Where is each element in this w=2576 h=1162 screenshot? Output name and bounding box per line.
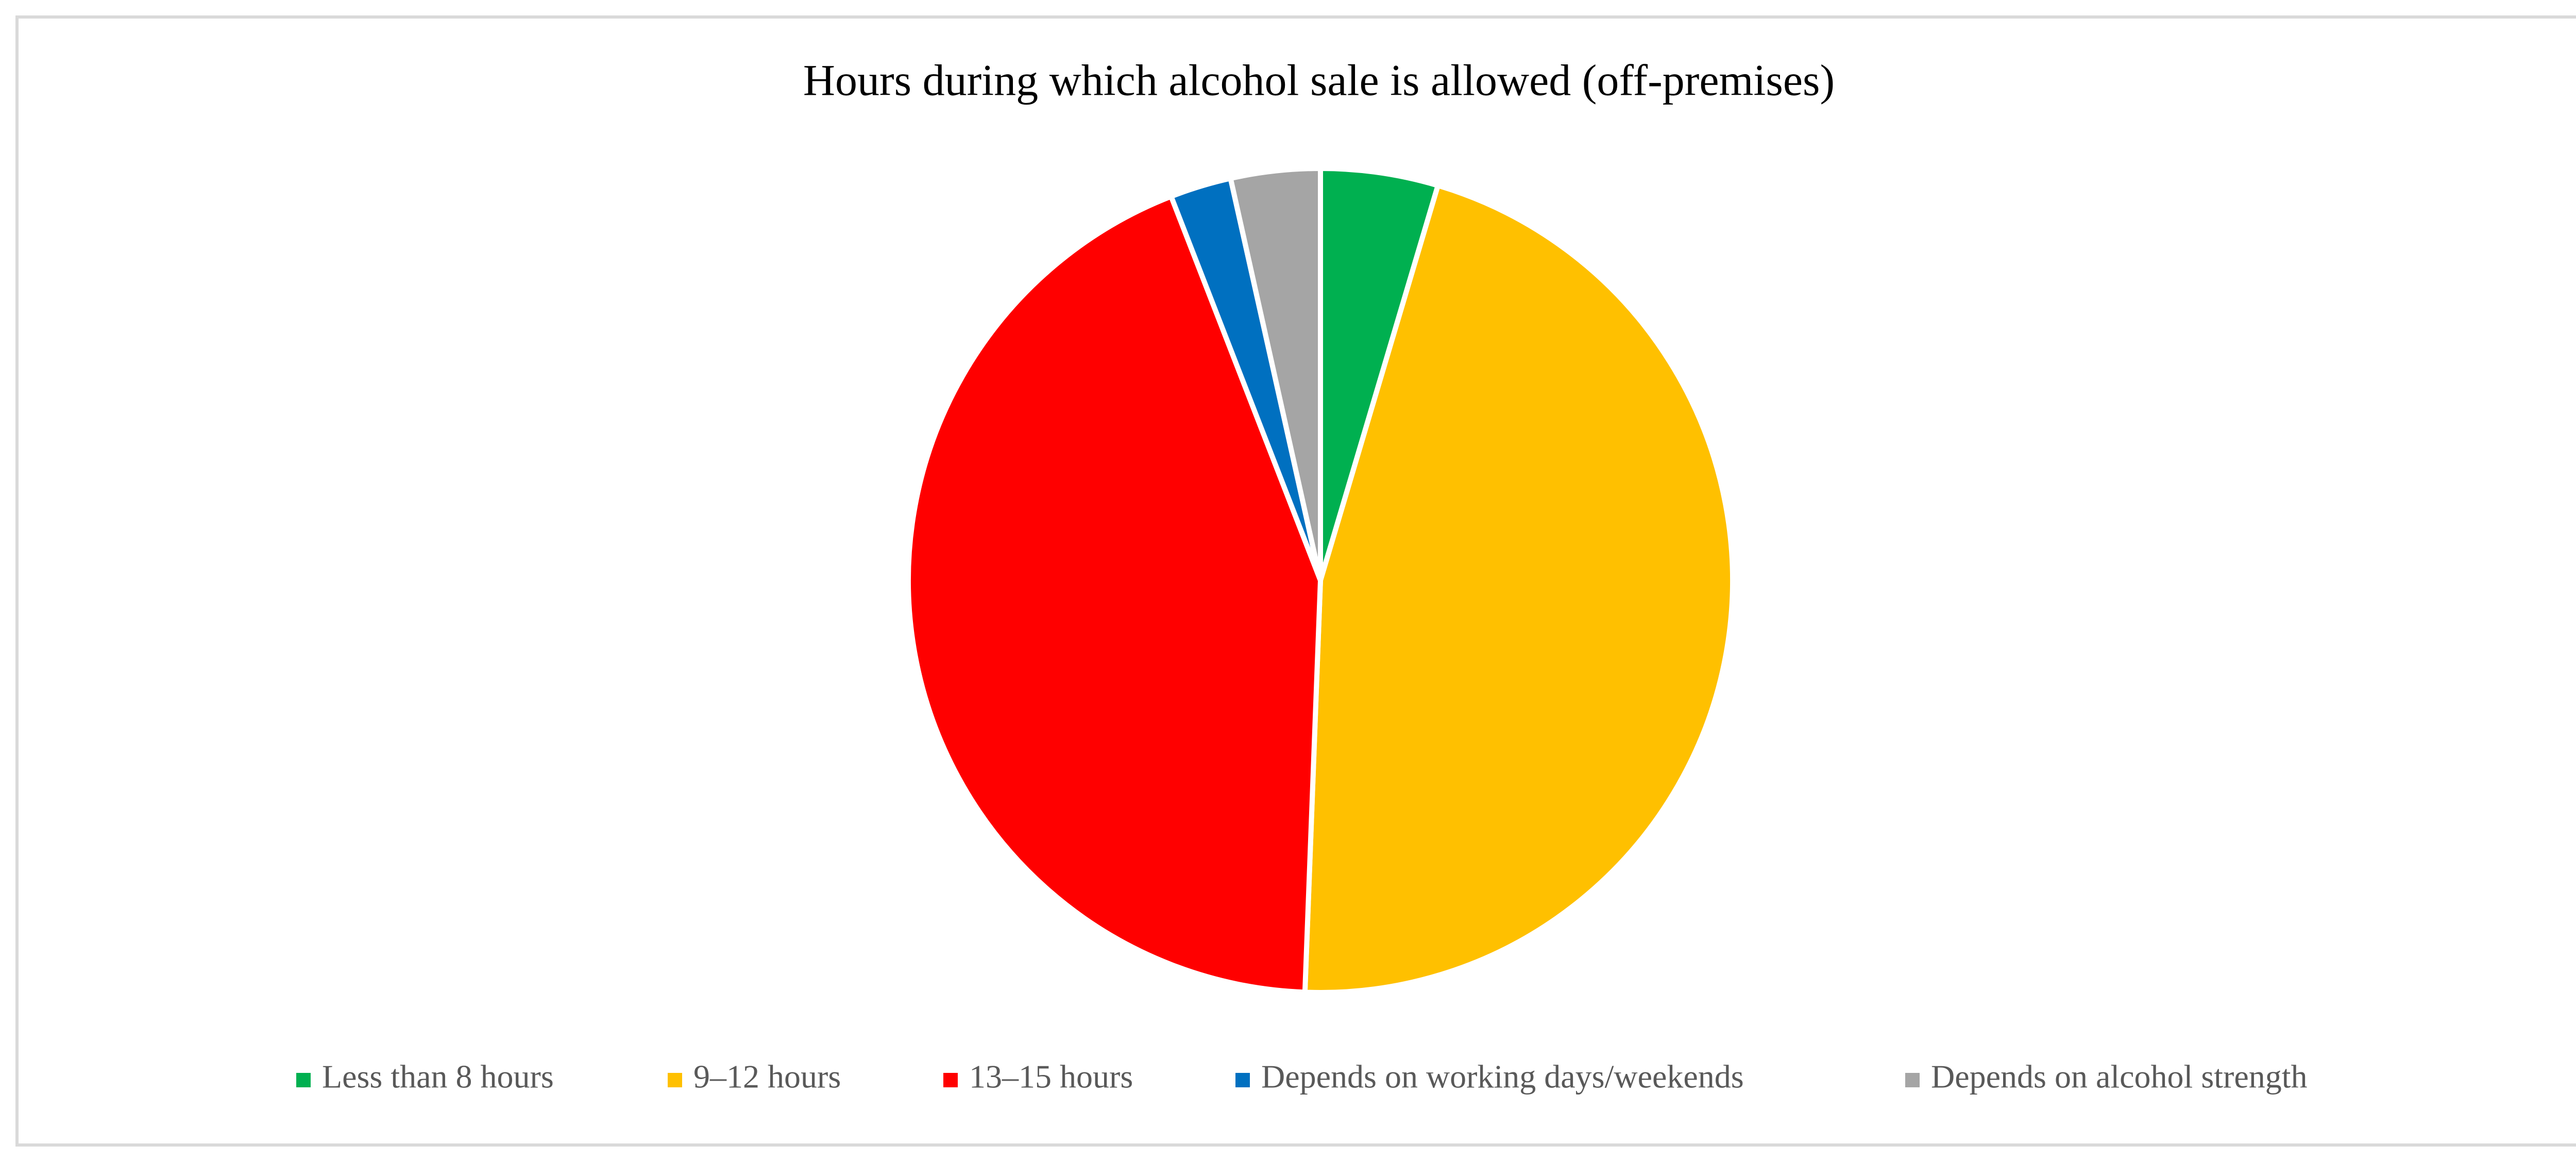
- legend: Less than 8 hours 9–12 hours 13–15 hours De…: [296, 1058, 2308, 1095]
- legend-swatch: [1235, 1073, 1250, 1087]
- pie: [906, 166, 1735, 995]
- pie-slice: [1302, 183, 1735, 995]
- legend-swatch: [296, 1073, 311, 1087]
- legend-label: 13–15 hours: [969, 1058, 1133, 1095]
- pie-slice: [1228, 166, 1323, 583]
- legend-label: Less than 8 hours: [322, 1058, 554, 1095]
- legend-label: Depends on working days/weekends: [1261, 1058, 1744, 1095]
- pie-slice: [906, 194, 1323, 995]
- legend-swatch: [668, 1073, 682, 1087]
- legend-label: 9–12 hours: [693, 1058, 841, 1095]
- legend-swatch: [943, 1073, 958, 1087]
- chart-title: Hours during which alcohol sale is allow…: [803, 56, 1835, 105]
- legend-swatch: [1905, 1073, 1920, 1087]
- legend-label: Depends on alcohol strength: [1931, 1058, 2308, 1095]
